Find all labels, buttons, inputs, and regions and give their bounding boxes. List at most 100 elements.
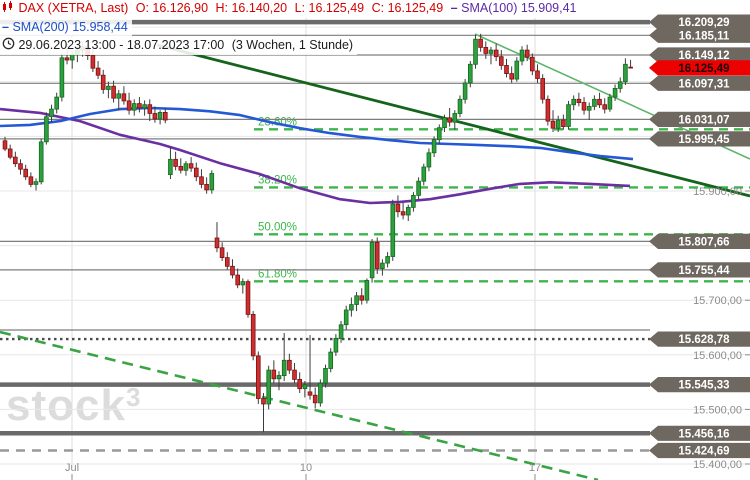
candle [493,49,499,58]
sma200-dash-icon: – [2,20,9,34]
svg-text:15.628,78: 15.628,78 [678,334,730,346]
price-level-tag [649,27,750,43]
candle [333,337,339,353]
candle [162,112,168,121]
sma200-value: 15.958,44 [72,20,128,34]
legend-line-sma200: – SMA(200) 15.958,44 [0,19,580,36]
candle [261,398,266,405]
candle [276,375,282,380]
candle [488,49,494,54]
high-value: 16.140,20 [231,1,288,15]
svg-text:15.424,69: 15.424,69 [678,446,729,458]
candle [354,295,359,305]
candle [431,139,437,154]
price-level-tag [649,111,750,127]
candle [318,382,323,404]
candle [12,156,18,165]
fib-label: 61.80% [258,268,297,280]
low-label: L: [294,1,306,15]
candle [555,119,561,129]
candle [349,304,354,311]
candle [390,203,396,257]
legend-line-timerange: 29.06.2023 13:00 - 18.07.2023 17:00 (3 W… [0,37,580,55]
low-value: 16.125,49 [308,1,365,15]
svg-text:15.456,16: 15.456,16 [678,428,729,440]
candle [106,85,111,90]
candle [121,93,127,102]
candle [38,141,44,183]
candle [302,384,308,389]
candle [292,369,297,380]
candle [147,104,153,114]
candle [126,100,132,111]
candle [519,49,525,62]
time-range: 29.06.2023 13:00 - 18.07.2023 17:00 [18,38,225,52]
candle [7,148,13,158]
candle [152,113,158,120]
candle [100,74,106,90]
candle [297,378,302,390]
sma100-dash-icon: – [450,1,458,15]
y-axis-label: 15.500,00 [693,404,742,416]
y-axis-label: 15.900,00 [693,186,742,198]
candle [266,369,271,405]
candle [426,152,432,168]
candle [483,47,489,54]
chart-legend: DAX (XETRA, Last) O: 16.126,90 H: 16.140… [0,0,581,56]
price-level-tag [649,331,750,347]
watermark-logo: stock3 [6,381,141,430]
open-value: 16.126,90 [152,1,209,15]
current-price-tag [649,60,750,76]
candle [90,55,96,69]
candle [411,194,416,208]
sma100-line [0,107,631,205]
price-level-tag [649,377,750,393]
candle [524,49,530,58]
interval-info: (3 Wochen, 1 Stunde) [231,38,354,52]
candle [307,391,313,396]
candle [131,103,137,111]
candle [436,127,442,141]
candle [230,265,235,276]
candlestick-series [2,33,633,433]
price-level-tag [649,233,750,249]
x-axis-labels: Jul 10 17 [65,462,541,480]
candle [287,359,292,371]
fib-label: 50.00% [258,221,297,233]
candle [592,98,597,107]
price-level-tag [649,442,750,459]
candle [535,70,540,79]
candle [369,241,375,279]
candle [271,369,277,380]
open-label: O: [135,1,149,15]
candle [214,237,220,249]
candle [421,166,427,182]
candle [28,176,34,185]
candle [23,168,28,178]
candle [328,351,333,369]
candle [95,67,101,76]
candle [385,256,390,264]
candle [173,158,178,167]
candle [44,116,49,143]
candle [116,93,122,99]
candle [597,98,602,106]
candle [343,309,349,326]
candle [395,203,401,213]
candle [240,281,246,286]
candle [457,98,463,114]
candle [405,206,411,216]
y-axis-labels: 15.900,00 15.700,00 15.600,00 15.500,00 15.4… [693,186,750,471]
y-axis-label: 15.400,00 [693,459,742,471]
price-level-tag [649,14,750,30]
candle [498,56,504,66]
price-level-tag [649,75,750,91]
svg-text:15.807,66: 15.807,66 [678,236,729,248]
candle [359,295,364,301]
candle [467,63,473,84]
candle [380,262,385,270]
svg-text:16.097,31: 16.097,31 [678,78,730,90]
